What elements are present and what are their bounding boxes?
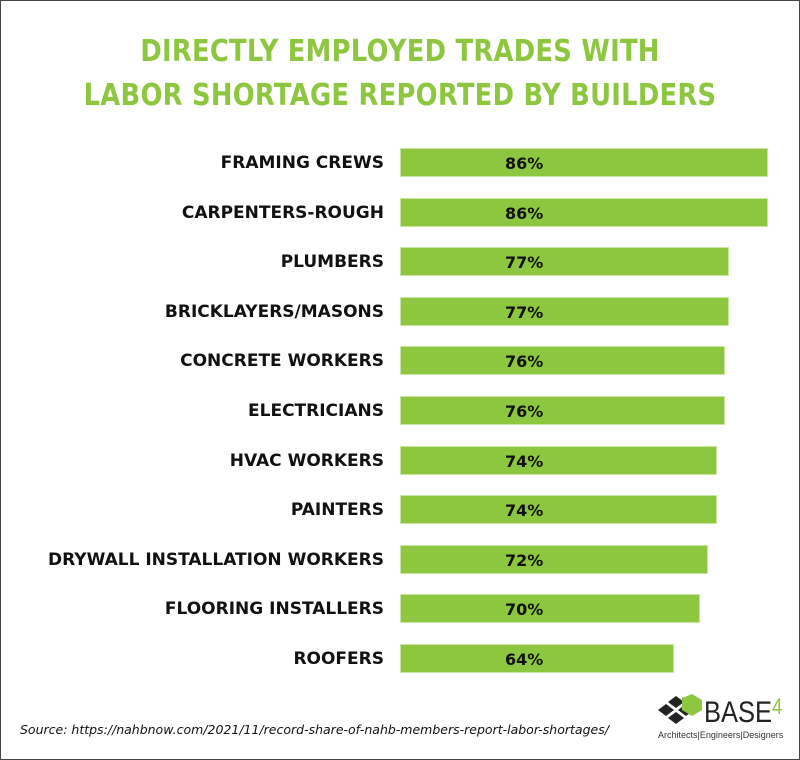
- bar-row: ROOFERS 64%: [0, 644, 800, 674]
- category-label: PAINTERS: [290, 500, 384, 521]
- value-label: 86%: [505, 154, 544, 173]
- logo-tagline: Architects|Engineers|Designers: [658, 730, 784, 740]
- chart-title-line-2: LABOR SHORTAGE REPORTED BY BUILDERS: [83, 78, 717, 113]
- bar-row: FLOORING INSTALLERS 70%: [0, 594, 800, 624]
- bar: [400, 644, 674, 673]
- category-label: CONCRETE WORKERS: [180, 351, 384, 372]
- bar-row: HVAC WORKERS 74%: [0, 445, 800, 476]
- value-label: 74%: [505, 501, 544, 521]
- logo-diamond-icon: [658, 694, 702, 724]
- bar-row: CONCRETE WORKERS 76%: [0, 346, 800, 376]
- bar-row: PAINTERS 74%: [0, 495, 800, 525]
- source-note: Source: https://nahbnow.com/2021/11/reco…: [20, 722, 609, 737]
- bar: [400, 247, 729, 277]
- bar-row: BRICKLAYERS/MASONS 77%: [0, 296, 800, 327]
- category-label: ROOFERS: [293, 649, 384, 669]
- category-label: BRICKLAYERS/MASONS: [164, 301, 384, 322]
- bar: [400, 296, 729, 326]
- bar: [400, 197, 768, 227]
- bar: [400, 396, 725, 425]
- base4-logo: BASE4 Architects|Engineers|Designers: [656, 690, 796, 746]
- bar-row: DRYWALL INSTALLATION WORKERS 72%: [0, 544, 800, 575]
- value-label: 76%: [505, 402, 544, 421]
- category-label: FRAMING CREWS: [220, 153, 384, 173]
- value-label: 74%: [505, 451, 544, 471]
- value-label: 76%: [505, 352, 544, 372]
- value-label: 72%: [505, 550, 544, 570]
- value-label: 64%: [505, 650, 544, 669]
- bar: [400, 148, 768, 177]
- category-label: CARPENTERS-ROUGH: [181, 202, 384, 223]
- chart-title-line-1: DIRECTLY EMPLOYED TRADES WITH: [140, 34, 660, 69]
- value-label: 77%: [505, 302, 544, 322]
- bar: [400, 594, 700, 624]
- bar: [400, 346, 725, 376]
- category-label: DRYWALL INSTALLATION WORKERS: [48, 549, 384, 570]
- value-label: 86%: [505, 203, 544, 223]
- category-label: HVAC WORKERS: [229, 450, 384, 471]
- bar-row: FRAMING CREWS 86%: [0, 148, 800, 178]
- bar-row: PLUMBERS 77%: [0, 247, 800, 277]
- value-label: 70%: [505, 600, 544, 620]
- category-label: FLOORING INSTALLERS: [164, 599, 384, 620]
- bar: [400, 544, 708, 574]
- bar: [400, 445, 717, 475]
- logo-wordmark: BASE4: [704, 694, 783, 729]
- category-label: PLUMBERS: [280, 252, 384, 273]
- category-label: ELECTRICIANS: [248, 401, 384, 421]
- bar-row: ELECTRICIANS 76%: [0, 396, 800, 426]
- value-label: 77%: [505, 253, 544, 273]
- bar: [400, 495, 717, 525]
- chart-title: DIRECTLY EMPLOYED TRADES WITH LABOR SHOR…: [56, 30, 744, 118]
- bar-row: CARPENTERS-ROUGH 86%: [0, 197, 800, 228]
